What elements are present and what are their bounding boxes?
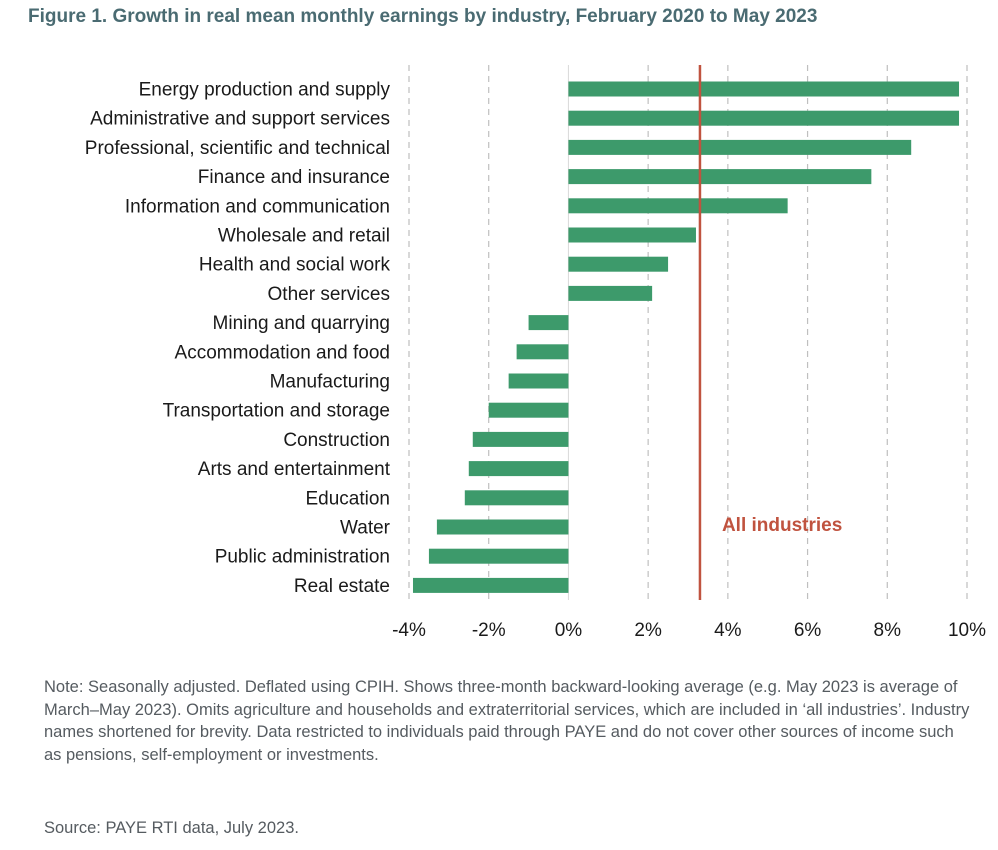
- category-label: Finance and insurance: [198, 167, 390, 188]
- category-label: Construction: [283, 430, 390, 451]
- category-label: Water: [340, 518, 391, 539]
- category-label: Public administration: [215, 547, 390, 568]
- x-axis-ticks: -4% -2% 0% 2% 4% 6% 8% 10%: [392, 620, 986, 641]
- category-label: Administrative and support services: [90, 109, 390, 130]
- category-label: Accommodation and food: [175, 342, 390, 363]
- bar: [568, 81, 960, 97]
- x-tick-label: 2%: [634, 620, 662, 641]
- chart-note: Note: Seasonally adjusted. Deflated usin…: [44, 678, 970, 764]
- bar: [568, 169, 872, 185]
- bar: [516, 344, 569, 360]
- category-label: Manufacturing: [270, 372, 390, 393]
- x-tick-label: -4%: [392, 620, 426, 641]
- category-label: Transportation and storage: [163, 401, 390, 422]
- category-label: Professional, scientific and technical: [85, 138, 390, 159]
- bar: [568, 110, 960, 126]
- bar: [568, 227, 696, 243]
- x-tick-label: 4%: [714, 620, 742, 641]
- bar: [488, 402, 569, 418]
- category-label: Information and communication: [125, 196, 390, 217]
- bar: [568, 139, 912, 155]
- x-tick-label: 10%: [948, 620, 986, 641]
- category-label: Arts and entertainment: [198, 459, 391, 480]
- bar: [568, 285, 653, 301]
- gridlines: [408, 65, 968, 600]
- chart-title: Figure 1. Growth in real mean monthly ea…: [28, 6, 818, 27]
- x-tick-label: -2%: [472, 620, 506, 641]
- bars: [412, 81, 960, 593]
- category-label: Real estate: [294, 576, 390, 597]
- x-tick-label: 6%: [794, 620, 822, 641]
- category-label: Other services: [268, 284, 390, 305]
- bar: [508, 373, 569, 389]
- x-tick-label: 8%: [874, 620, 902, 641]
- chart-source: Source: PAYE RTI data, July 2023.: [44, 819, 299, 837]
- category-label: Wholesale and retail: [218, 226, 390, 247]
- category-label: Education: [305, 488, 390, 509]
- category-labels: Energy production and supply Administrati…: [85, 80, 391, 597]
- bar: [472, 431, 569, 447]
- all-industries-label: All industries: [722, 515, 842, 536]
- category-label: Mining and quarrying: [213, 313, 390, 334]
- bar: [412, 577, 569, 593]
- bar: [528, 315, 569, 331]
- reference-line-group: All industries: [698, 65, 842, 600]
- x-tick-label: 0%: [555, 620, 583, 641]
- bar: [436, 519, 569, 535]
- bar: [468, 461, 569, 477]
- bar-chart: All industries Energy production and sup…: [85, 65, 986, 641]
- bar: [568, 256, 669, 272]
- bar: [568, 198, 788, 214]
- category-label: Health and social work: [199, 255, 391, 276]
- category-label: Energy production and supply: [139, 80, 391, 101]
- bar: [464, 490, 569, 506]
- bar: [428, 548, 569, 564]
